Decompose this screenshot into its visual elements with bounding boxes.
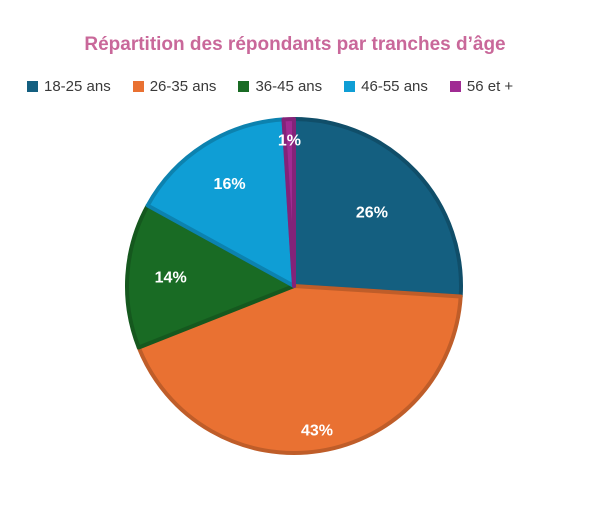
pie-slice: [145, 117, 296, 288]
slice-data-label: 14%: [155, 270, 187, 287]
legend-label: 18-25 ans: [44, 77, 111, 95]
legend-item-26-35: 26-35 ans: [132, 77, 217, 95]
chart-title: Répartition des répondants par tranches …: [84, 34, 506, 55]
legend-label: 36-45 ans: [255, 77, 323, 95]
slice-data-label: 16%: [214, 176, 246, 193]
slice-data-label: 43%: [301, 423, 333, 440]
legend-item-46-55: 46-55 ans: [344, 78, 428, 95]
legend-label: 56 et +: [466, 77, 514, 95]
legend-swatch: [449, 80, 461, 92]
pie-slice: [136, 284, 463, 455]
pie-slice: [281, 117, 296, 288]
legend-label: 46-55 ans: [361, 77, 428, 95]
pie-slice: [125, 203, 296, 350]
legend-swatch: [132, 80, 144, 92]
legend-swatch: [27, 80, 38, 92]
legend-item-36-45: 36-45 ans: [238, 78, 322, 95]
chart-legend: 18-25 ans 26-35 ans 36-45 ans 46-55 ans …: [27, 76, 535, 96]
legend-item-18-25: 18-25 ans: [27, 78, 111, 95]
legend-swatch: [238, 80, 250, 92]
slice-data-label: 26%: [356, 204, 388, 221]
legend-label: 26-35 ans: [149, 77, 217, 95]
legend-swatch: [344, 80, 356, 92]
slice-data-label: 1%: [278, 132, 301, 149]
pie-slice: [292, 117, 463, 299]
legend-item-56-plus: 56 et +: [449, 77, 514, 95]
